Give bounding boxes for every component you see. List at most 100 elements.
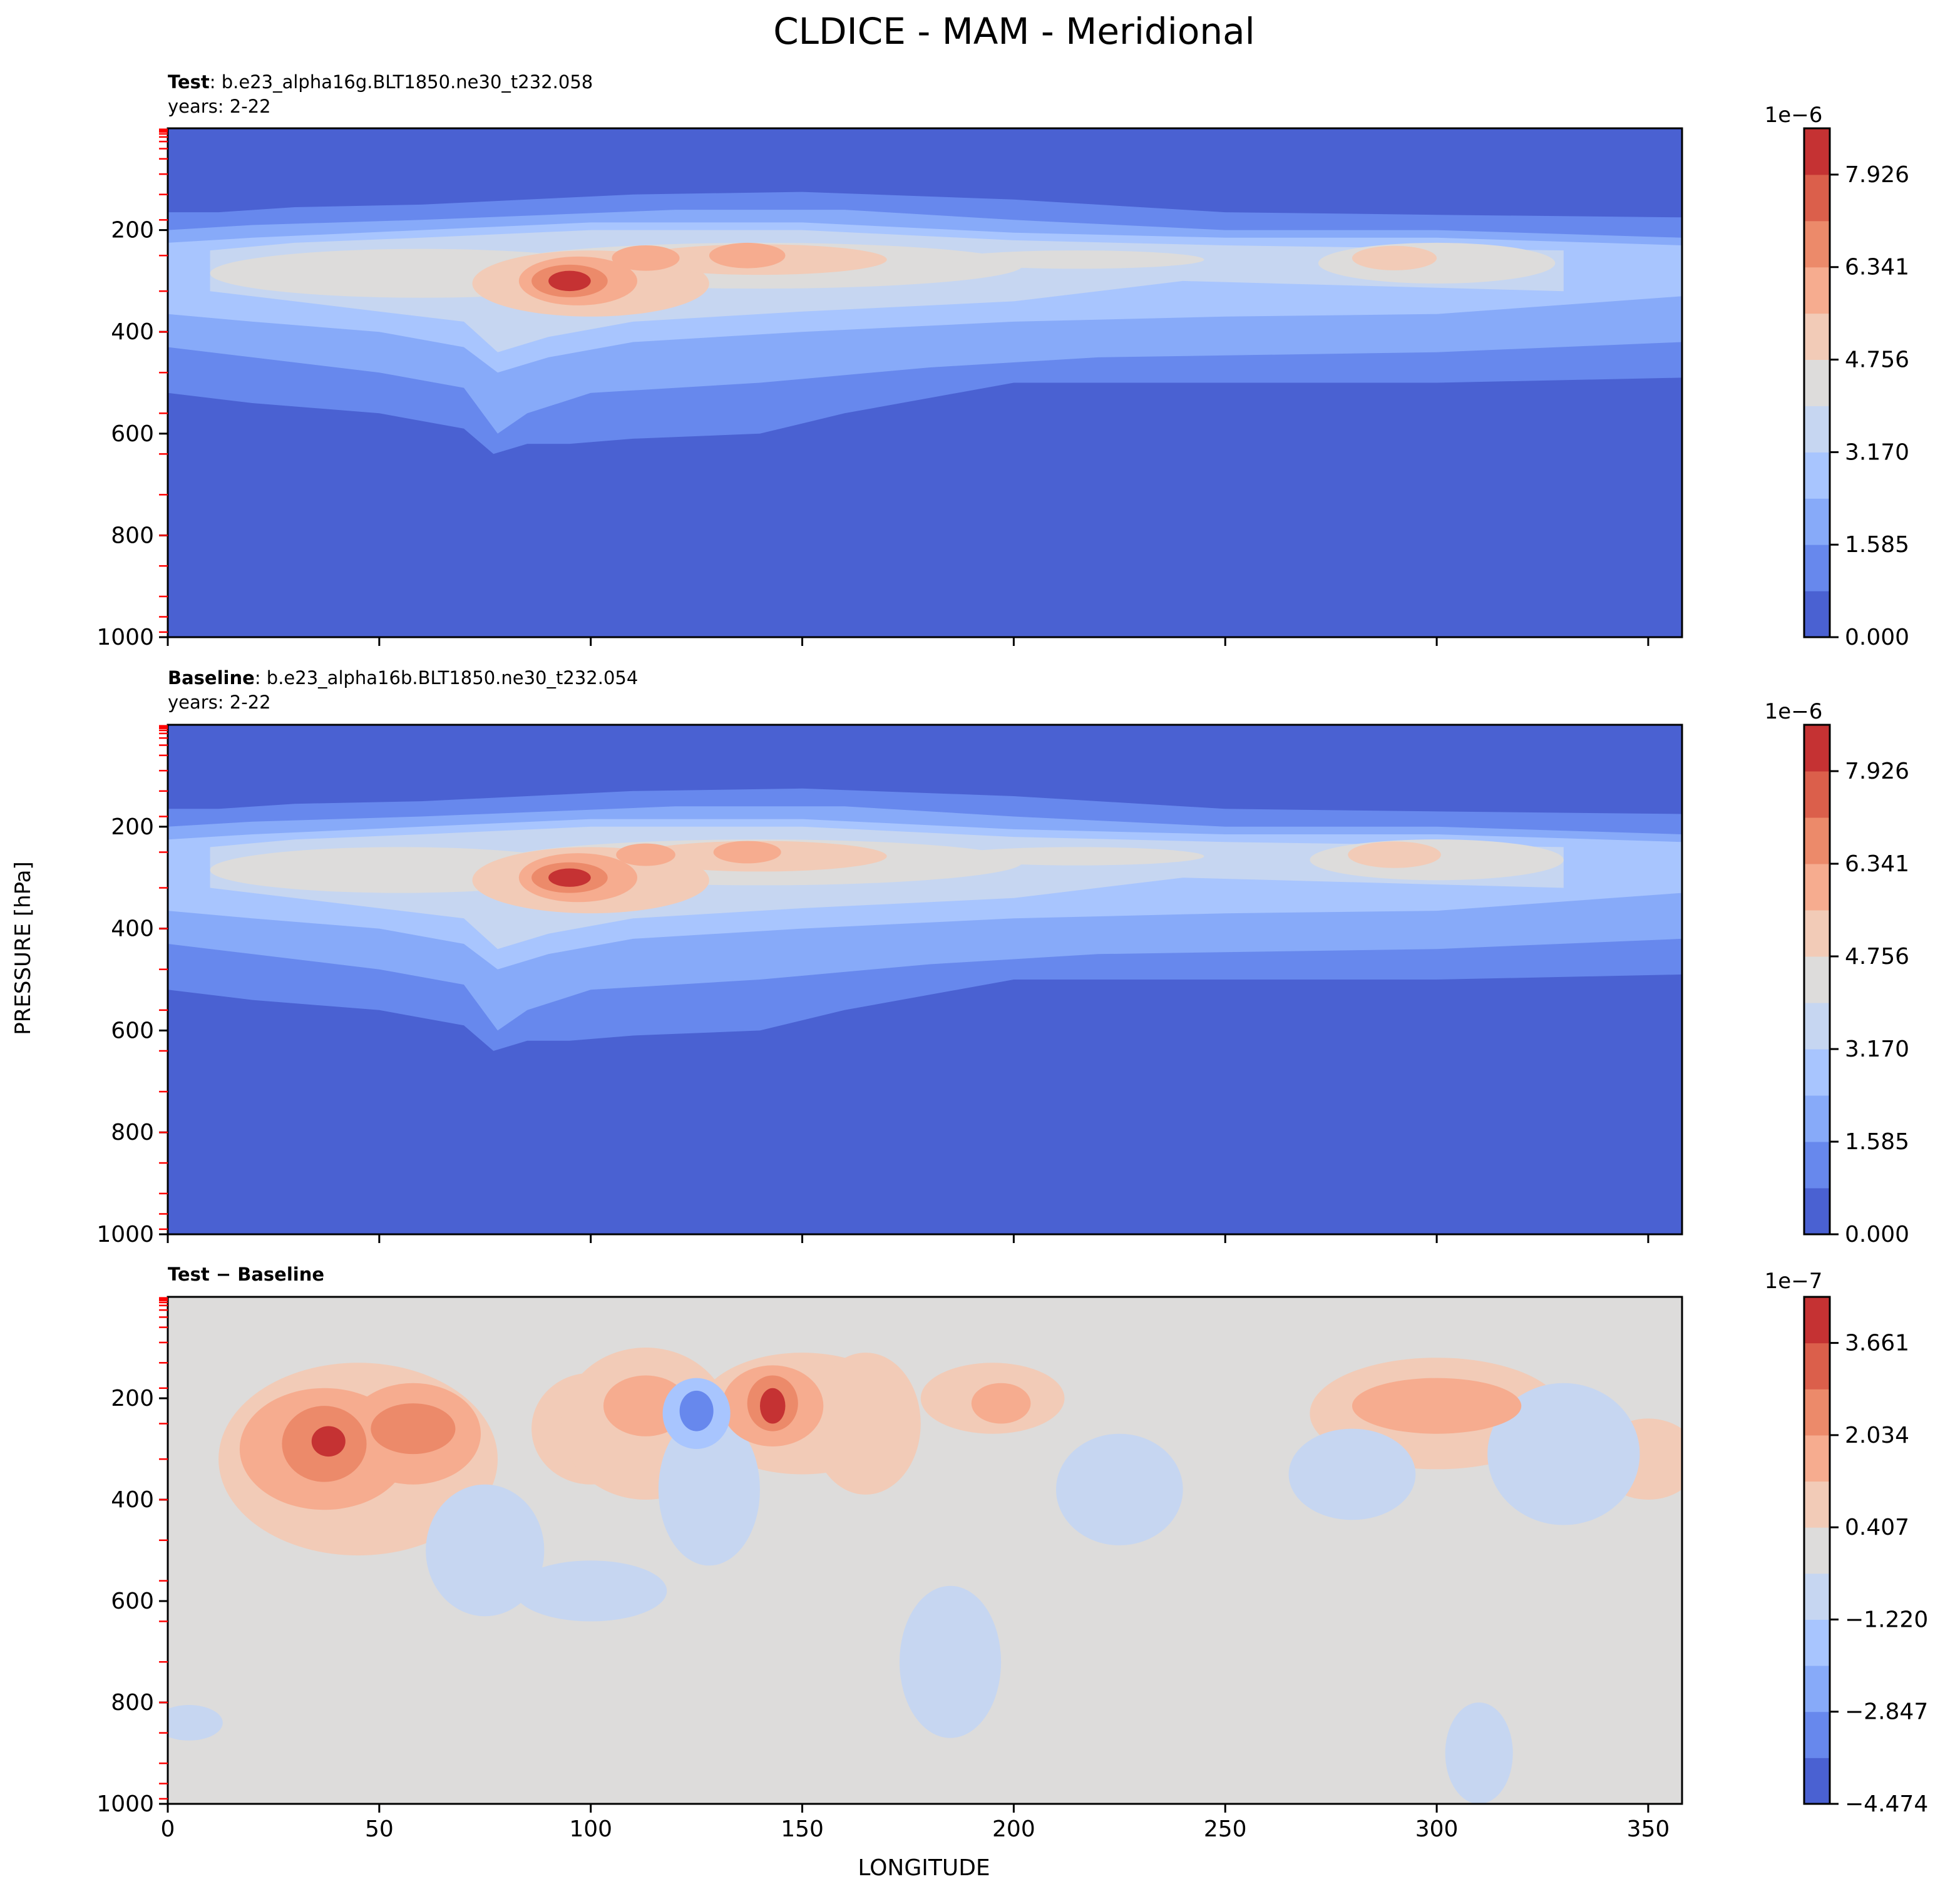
contour-blob: [168, 1705, 223, 1741]
colorbar-segment: [1804, 498, 1830, 545]
contour-blob: [1288, 1428, 1416, 1520]
contour-blob: [1055, 1433, 1183, 1545]
colorbar-tick-label: 7.926: [1845, 759, 1909, 784]
y-tick-label: 600: [111, 1018, 154, 1043]
y-tick-label: 400: [111, 916, 154, 942]
colorbar-tick-label: 7.926: [1845, 162, 1909, 188]
contour-blob: [1352, 245, 1437, 270]
colorbar-segment: [1804, 359, 1830, 406]
contour-blob: [713, 841, 781, 864]
colorbar-tick-label: 3.170: [1845, 1037, 1909, 1062]
colorbar-segment: [1804, 128, 1830, 175]
contour-blob: [1445, 1702, 1513, 1804]
y-tick-label: 600: [111, 1589, 154, 1614]
colorbar-segment: [1804, 771, 1830, 818]
colorbar-tick-label: 4.756: [1845, 944, 1909, 970]
panel-label: Test: b.e23_alpha16g.BLT1850.ne30_t232.0…: [168, 71, 593, 93]
contour-blob: [679, 1390, 714, 1431]
panel-test: Test: b.e23_alpha16g.BLT1850.ne30_t232.0…: [96, 71, 1909, 650]
colorbar-segment: [1804, 1343, 1830, 1390]
x-tick-label: 300: [1415, 1816, 1459, 1842]
colorbar-tick-label: −4.474: [1845, 1791, 1928, 1817]
contour-blob: [515, 1560, 667, 1622]
colorbar-segment: [1804, 956, 1830, 1003]
contour-blob: [658, 1413, 760, 1566]
colorbar-segment: [1804, 1666, 1830, 1712]
colorbar-tick-label: 1.585: [1845, 1129, 1909, 1155]
panel-label-text: : b.e23_alpha16g.BLT1850.ne30_t232.058: [210, 71, 593, 93]
colorbar-segment: [1804, 1389, 1830, 1436]
contour-blob: [1348, 841, 1441, 868]
panel-label-bold: Test: [168, 71, 210, 93]
colorbar-segment: [1804, 174, 1830, 222]
panel-label-bold: Test − Baseline: [168, 1264, 324, 1285]
colorbar-tick-label: 2.034: [1845, 1423, 1909, 1448]
colorbar-tick-label: 3.170: [1845, 439, 1909, 465]
colorbar-tick-label: 1.585: [1845, 532, 1909, 558]
colorbar-scale-label: 1e−7: [1765, 1269, 1823, 1294]
contour-blob: [950, 250, 1204, 269]
colorbar-segment: [1804, 817, 1830, 864]
panel-years: years: 2-22: [168, 96, 271, 117]
colorbar-segment: [1804, 1049, 1830, 1096]
colorbar-tick-label: 6.341: [1845, 851, 1909, 877]
colorbar-tick-label: 4.756: [1845, 347, 1909, 373]
y-tick-label: 1000: [96, 1222, 154, 1247]
contour-blob: [759, 1388, 786, 1424]
colorbar-segment: [1804, 452, 1830, 499]
panel-baseline: Baseline: b.e23_alpha16b.BLT1850.ne30_t2…: [96, 667, 1909, 1247]
y-tick-label: 400: [111, 1487, 154, 1513]
colorbar-segment: [1804, 910, 1830, 957]
colorbar-tick-label: 0.000: [1845, 625, 1909, 650]
colorbar-tick-label: −1.220: [1845, 1607, 1928, 1632]
colorbar-scale-label: 1e−6: [1765, 699, 1823, 724]
figure-title: CLDICE - MAM - Meridional: [773, 10, 1255, 53]
x-tick-label: 100: [569, 1816, 612, 1842]
plot-area: [168, 128, 1682, 637]
y-tick-label: 400: [111, 319, 154, 345]
colorbar-segment: [1804, 1619, 1830, 1666]
y-tick-label: 800: [111, 523, 154, 548]
colorbar-segment: [1804, 267, 1830, 314]
panel-label-bold: Baseline: [168, 667, 255, 688]
panel-label-text: : b.e23_alpha16b.BLT1850.ne30_t232.054: [255, 667, 638, 688]
x-axis-label: LONGITUDE: [858, 1855, 990, 1881]
contour-blob: [1318, 242, 1556, 284]
colorbar-segment: [1804, 1435, 1830, 1482]
colorbar-tick-label: 3.661: [1845, 1331, 1909, 1356]
plot-area: [168, 1297, 1682, 1804]
axes-frame: [167, 724, 1683, 1236]
colorbar-segment: [1804, 725, 1830, 772]
contour-blob: [616, 843, 675, 866]
panel-label: Test − Baseline: [168, 1264, 324, 1285]
colorbar-segment: [1804, 864, 1830, 911]
colorbar-segment: [1804, 1003, 1830, 1050]
x-tick-label: 150: [781, 1816, 824, 1842]
y-tick-label: 200: [111, 1386, 154, 1411]
x-tick-label: 0: [161, 1816, 175, 1842]
contour-blob: [548, 270, 591, 292]
colorbar-segment: [1804, 220, 1830, 268]
colorbar-segment: [1804, 406, 1830, 453]
axes-frame: [167, 127, 1683, 638]
colorbar-tick-label: −2.847: [1845, 1699, 1928, 1725]
y-tick-label: 800: [111, 1120, 154, 1145]
x-tick-label: 350: [1627, 1816, 1670, 1842]
y-tick-label: 200: [111, 814, 154, 840]
colorbar-frame: [1803, 724, 1831, 1236]
contour-blob: [971, 1383, 1031, 1424]
y-tick-label: 1000: [96, 1791, 154, 1817]
colorbar-segment: [1804, 545, 1830, 591]
colorbar-segment: [1804, 1142, 1830, 1189]
colorbar-frame: [1803, 1296, 1831, 1805]
colorbar-frame: [1803, 127, 1831, 638]
panel-label: Baseline: b.e23_alpha16b.BLT1850.ne30_t2…: [168, 667, 638, 688]
y-axis-label: PRESSURE [hPa]: [11, 861, 36, 1035]
colorbar-segment: [1804, 1188, 1830, 1235]
x-tick-label: 250: [1204, 1816, 1247, 1842]
colorbar-segment: [1804, 313, 1830, 361]
colorbar-segment: [1804, 1527, 1830, 1574]
colorbar-tick-label: 6.341: [1845, 255, 1909, 280]
contour-blob: [811, 1353, 921, 1495]
